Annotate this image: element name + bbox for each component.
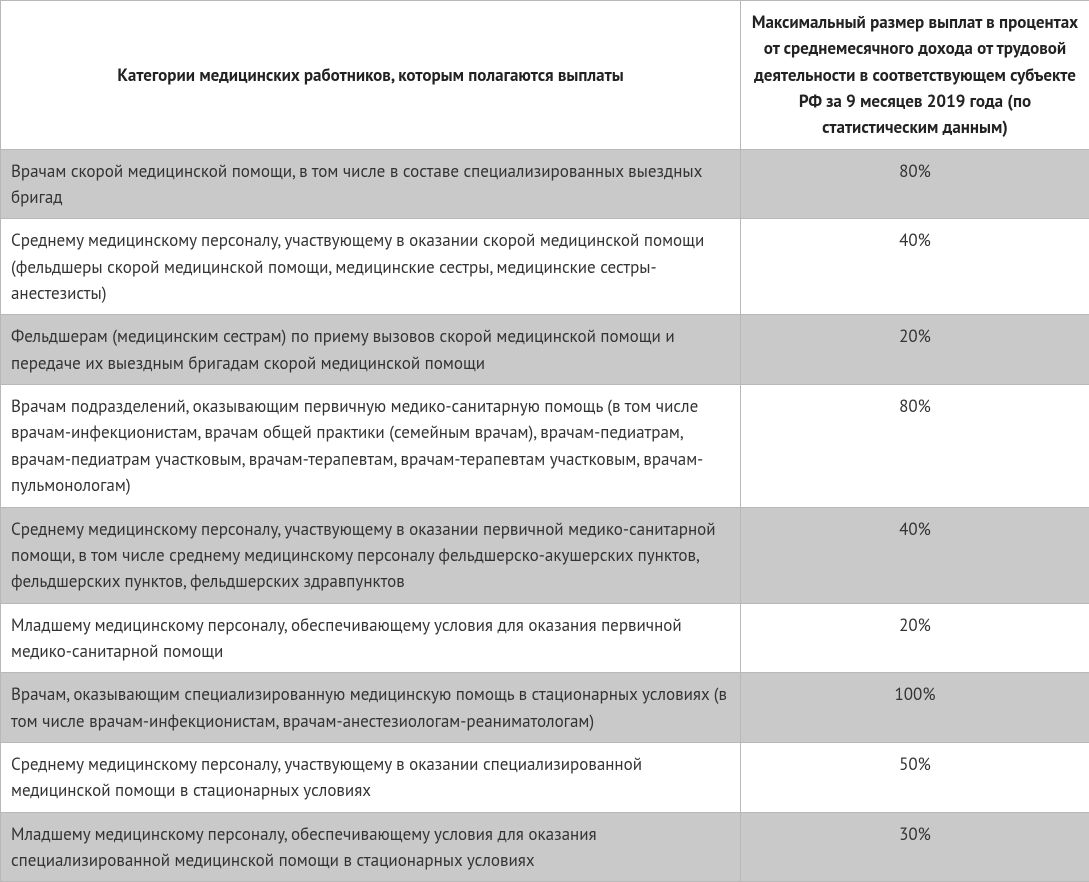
category-cell: Среднему медицинскому персоналу, участву… [1,219,741,315]
table-row: Врачам, оказывающим специализированную м… [1,673,1089,743]
value-cell: 20% [741,315,1089,385]
value-cell: 80% [741,385,1089,507]
table-header-row: Категории медицинских работников, которы… [1,1,1089,150]
table-row: Младшему медицинскому персоналу, обеспеч… [1,812,1089,882]
category-cell: Среднему медицинскому персоналу, участву… [1,507,741,603]
category-cell: Фельдшерам (медицинским сестрам) по прие… [1,315,741,385]
table-row: Среднему медицинскому персоналу, участву… [1,219,1089,315]
table-row: Среднему медицинскому персоналу, участву… [1,507,1089,603]
table-row: Младшему медицинскому персоналу, обеспеч… [1,603,1089,673]
category-cell: Младшему медицинскому персоналу, обеспеч… [1,603,741,673]
value-cell: 30% [741,812,1089,882]
category-cell: Врачам скорой медицинской помощи, в том … [1,149,741,219]
category-cell: Среднему медицинскому персоналу, участву… [1,742,741,812]
category-cell: Врачам подразделений, оказывающим первич… [1,385,741,507]
value-cell: 20% [741,603,1089,673]
category-cell: Младшему медицинскому персоналу, обеспеч… [1,812,741,882]
payments-table: Категории медицинских работников, которы… [0,0,1089,882]
value-cell: 40% [741,507,1089,603]
table-body: Врачам скорой медицинской помощи, в том … [1,149,1089,882]
table-row: Фельдшерам (медицинским сестрам) по прие… [1,315,1089,385]
category-cell: Врачам, оказывающим специализированную м… [1,673,741,743]
table-row: Среднему медицинскому персоналу, участву… [1,742,1089,812]
col-header-value: Максимальный размер выплат в процентах о… [741,1,1089,150]
value-cell: 40% [741,219,1089,315]
table-row: Врачам подразделений, оказывающим первич… [1,385,1089,507]
col-header-category: Категории медицинских работников, которы… [1,1,741,150]
value-cell: 80% [741,149,1089,219]
value-cell: 100% [741,673,1089,743]
table-row: Врачам скорой медицинской помощи, в том … [1,149,1089,219]
value-cell: 50% [741,742,1089,812]
